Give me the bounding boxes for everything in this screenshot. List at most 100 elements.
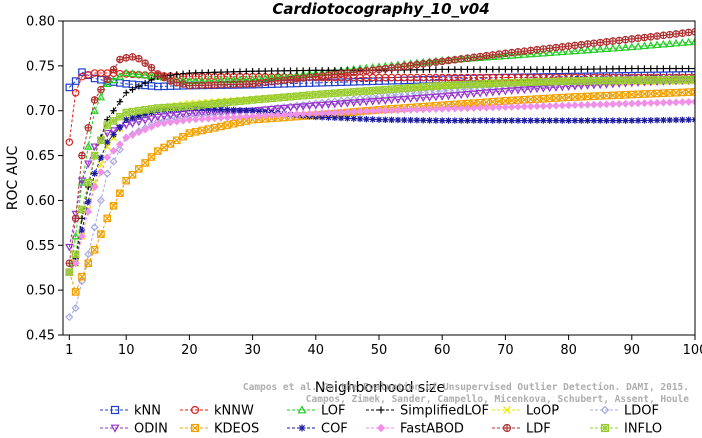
point-simplifiedlof-66 (476, 66, 484, 73)
x-tick-label: 80 (560, 343, 577, 358)
legend-marker-ldf (502, 423, 512, 433)
point-cof-100 (691, 116, 695, 123)
point-inflo-33 (267, 94, 276, 103)
point-fastabod-4 (84, 207, 93, 216)
point-lof-91 (633, 42, 643, 50)
point-lof-5 (90, 106, 99, 114)
point-fastabod-78 (552, 101, 560, 110)
point-ldof-51 (381, 91, 390, 100)
point-inflo-13 (141, 106, 149, 114)
point-fastabod-12 (134, 128, 143, 137)
point-simplifiedlof-19 (179, 70, 187, 77)
point-simplifiedlof-18 (173, 71, 180, 78)
legend-item-knn: kNN (100, 404, 161, 419)
point-inflo-14 (147, 105, 156, 113)
legend-marker-loop (503, 406, 511, 414)
point-simplifiedlof-85 (597, 65, 604, 73)
point-simplifiedlof-32 (262, 67, 269, 75)
point-odin-16 (159, 113, 169, 121)
point-fastabod-99 (684, 98, 693, 106)
point-simplifiedlof-20 (186, 69, 193, 77)
point-simplifiedlof-93 (647, 65, 654, 72)
point-cof-44 (337, 114, 345, 122)
legend-item-knnw: kNNW (180, 404, 254, 419)
point-simplifiedlof-39 (306, 67, 313, 74)
point-fastabod-43 (330, 108, 339, 117)
point-fastabod-55 (406, 105, 415, 114)
point-fastabod-31 (255, 111, 263, 120)
point-fastabod-100 (691, 97, 695, 106)
point-cof-31 (255, 108, 263, 115)
point-fastabod-25 (217, 113, 225, 122)
point-ldf-61 (444, 56, 453, 65)
legend-label-simplifiedlof: SimplifiedLOF (400, 404, 489, 419)
point-simplifiedlof-81 (571, 66, 579, 73)
point-inflo-64 (463, 80, 472, 89)
legend-marker-odin (110, 424, 120, 433)
point-kdeos-19 (179, 132, 187, 141)
x-tick-label: 1 (65, 343, 73, 358)
point-simplifiedlof-80 (565, 66, 572, 73)
point-fastabod-18 (172, 117, 181, 126)
point-inflo-79 (558, 77, 567, 86)
point-inflo-3 (78, 205, 86, 214)
point-fastabod-57 (419, 105, 428, 114)
point-inflo-68 (488, 79, 497, 88)
point-kdeos-4 (84, 259, 93, 268)
point-cof-81 (571, 117, 579, 124)
point-ldf-26 (223, 80, 232, 89)
legend-marker-kdeos (190, 423, 200, 433)
point-ldf-45 (343, 69, 352, 77)
x-tick-label: 90 (624, 343, 641, 358)
point-ldf-74 (526, 46, 535, 55)
point-fastabod-3 (78, 232, 86, 241)
point-inflo-78 (552, 77, 560, 86)
point-cof-51 (382, 116, 389, 123)
point-lof-90 (627, 42, 637, 51)
point-ldf-84 (590, 39, 598, 48)
point-inflo-37 (293, 92, 301, 100)
point-cof-92 (641, 117, 648, 124)
point-ldf-9 (116, 55, 124, 64)
point-cof-69 (495, 117, 503, 124)
point-odin-69 (494, 88, 504, 96)
point-cof-47 (356, 115, 364, 123)
legend-item-kdeos: KDEOS (180, 422, 259, 437)
point-simplifiedlof-99 (685, 65, 692, 72)
series-line-odin (68, 78, 695, 248)
point-inflo-80 (564, 77, 573, 85)
point-fastabod-96 (665, 98, 674, 107)
point-simplifiedlof-83 (584, 65, 591, 73)
series-line-lof (68, 41, 695, 273)
point-fastabod-91 (634, 99, 643, 108)
point-simplifiedlof-97 (672, 65, 680, 72)
y-tick-label: 0.65 (26, 149, 55, 164)
point-ldf-94 (653, 32, 661, 40)
point-fastabod-53 (394, 106, 402, 115)
point-ldf-55 (406, 61, 415, 70)
point-lof-79 (558, 47, 567, 56)
point-ldf-60 (438, 57, 447, 66)
point-fastabod-11 (128, 131, 137, 139)
point-inflo-10 (122, 108, 131, 117)
point-simplifiedlof-38 (299, 67, 307, 74)
legend-marker-knn (110, 405, 120, 415)
point-simplifiedlof-63 (457, 66, 465, 73)
point-lof-86 (602, 44, 611, 52)
point-odin-37 (292, 103, 302, 112)
point-inflo-47 (356, 87, 364, 96)
point-simplifiedlof-60 (439, 66, 446, 73)
point-fastabod-89 (621, 99, 630, 108)
point-ldf-99 (684, 28, 693, 37)
point-inflo-25 (217, 99, 225, 107)
point-fastabod-6 (97, 168, 105, 177)
point-odin-41 (317, 101, 327, 110)
point-fastabod-56 (413, 105, 421, 114)
point-lof-100 (690, 37, 695, 45)
credit-line-1: Campos et al. On the Evaluation of Unsup… (243, 382, 689, 393)
credit-line-2: Campos, Zimek, Sander, Campello, Micenko… (306, 394, 689, 405)
point-odin-7 (103, 129, 112, 138)
point-odin-48 (362, 98, 371, 107)
point-inflo-20 (185, 102, 194, 111)
point-odin-73 (520, 86, 529, 95)
